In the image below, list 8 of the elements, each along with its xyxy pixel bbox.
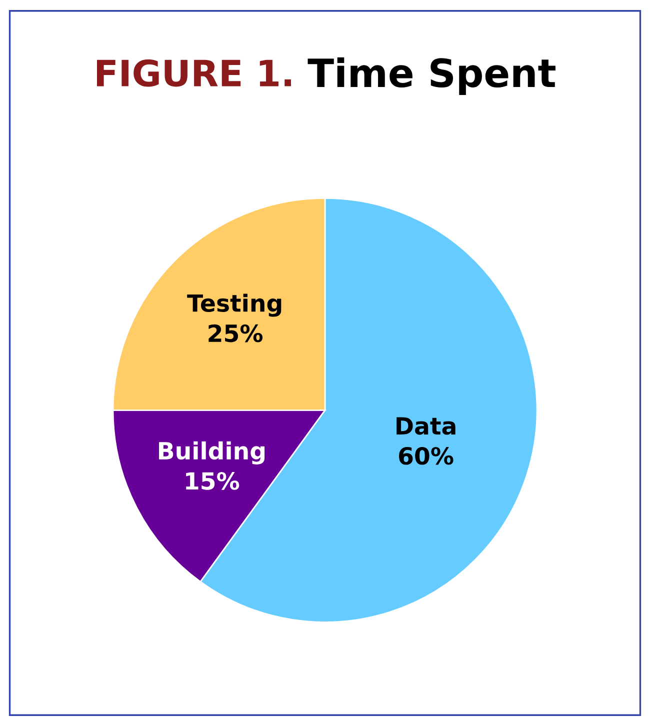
data-label: 15%	[186, 472, 240, 490]
chart-title: FIGURE 1.	[97, 59, 291, 87]
slice-label: Data	[396, 417, 456, 435]
slice-label: Testing	[187, 294, 282, 317]
chart-subtitle: Time Spent	[308, 57, 556, 96]
data-label: 25%	[208, 324, 263, 342]
data-label: 60%	[399, 446, 454, 465]
slice-label: Building	[158, 441, 265, 464]
